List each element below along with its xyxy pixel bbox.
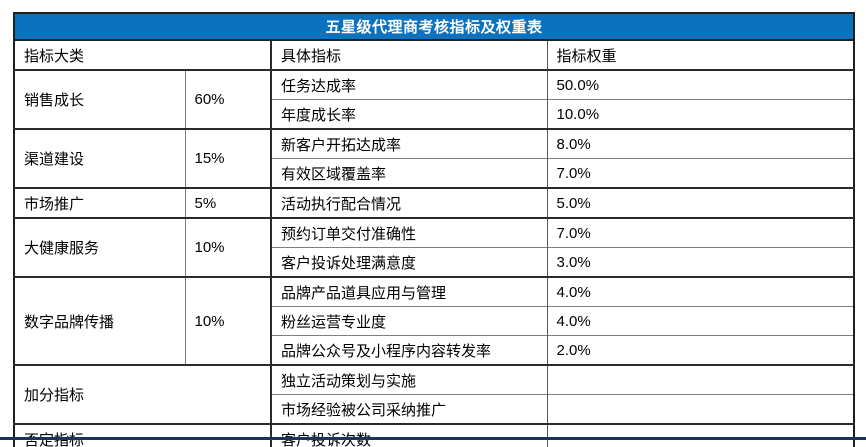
- table-row: 客户投诉处理满意度 3.0%: [14, 247, 855, 277]
- table-row: 粉丝运营专业度 4.0%: [14, 306, 855, 336]
- indicator-cell: 市场经验被公司采纳推广: [270, 394, 547, 424]
- weight-cell: 4.0%: [546, 276, 855, 307]
- table-title: 五星级代理商考核指标及权重表: [12, 12, 856, 41]
- indicator-cell: 预约订单交付准确性: [270, 217, 547, 248]
- header-row: 指标大类 具体指标 指标权重: [14, 39, 855, 70]
- category-percent-cell: 60%: [184, 69, 271, 129]
- category-cell: 渠道建设: [14, 128, 185, 188]
- indicator-cell: 客户投诉次数: [270, 423, 547, 447]
- table-row: 市场经验被公司采纳推广: [14, 394, 855, 424]
- weight-cell: 50.0%: [546, 69, 855, 100]
- weight-cell: [546, 423, 855, 447]
- weight-cell: 7.0%: [546, 217, 855, 248]
- indicator-cell: 活动执行配合情况: [270, 187, 547, 218]
- table-row: 有效区域覆盖率 7.0%: [14, 158, 855, 188]
- category-cell: 数字品牌传播: [14, 276, 185, 365]
- indicator-cell: 新客户开拓达成率: [270, 128, 547, 159]
- category-percent-cell: 10%: [184, 217, 271, 277]
- weight-cell: [546, 364, 855, 395]
- category-cell: 加分指标: [14, 364, 271, 424]
- table-row: 渠道建设 15% 新客户开拓达成率 8.0%: [14, 128, 855, 188]
- indicator-cell: 有效区域覆盖率: [270, 158, 547, 188]
- weight-cell: 3.0%: [546, 247, 855, 277]
- category-cell: 市场推广: [14, 187, 185, 218]
- weight-cell: 4.0%: [546, 306, 855, 336]
- bottom-divider-rule: [0, 437, 866, 440]
- column-header-indicator: 具体指标: [270, 39, 547, 70]
- indicator-cell: 品牌公众号及小程序内容转发率: [270, 335, 547, 365]
- indicator-cell: 品牌产品道具应用与管理: [270, 276, 547, 307]
- weight-cell: [546, 394, 855, 424]
- category-percent-cell: 15%: [184, 128, 271, 188]
- table-row: 销售成长 60% 任务达成率 50.0%: [14, 69, 855, 129]
- table-row: 加分指标 独立活动策划与实施: [14, 364, 855, 424]
- table-row: 市场推广 5% 活动执行配合情况 5.0%: [14, 187, 855, 218]
- weight-cell: 10.0%: [546, 99, 855, 129]
- column-header-category: 指标大类: [14, 39, 271, 70]
- weight-cell: 2.0%: [546, 335, 855, 365]
- category-percent-cell: 5%: [184, 187, 271, 218]
- assessment-weights-table: 五星级代理商考核指标及权重表 指标大类 具体指标 指标权重 销售成长 60% 任…: [12, 12, 856, 447]
- table-row: 大健康服务 10% 预约订单交付准确性 7.0%: [14, 217, 855, 277]
- category-cell: 大健康服务: [14, 217, 185, 277]
- category-cell: 销售成长: [14, 69, 185, 129]
- indicator-cell: 年度成长率: [270, 99, 547, 129]
- column-header-weight: 指标权重: [546, 39, 855, 70]
- table-row: 数字品牌传播 10% 品牌产品道具应用与管理 4.0%: [14, 276, 855, 365]
- weight-cell: 7.0%: [546, 158, 855, 188]
- indicator-cell: 独立活动策划与实施: [270, 364, 547, 395]
- indicator-cell: 粉丝运营专业度: [270, 306, 547, 336]
- table-row: 年度成长率 10.0%: [14, 99, 855, 129]
- category-percent-cell: 10%: [184, 276, 271, 365]
- weight-cell: 5.0%: [546, 187, 855, 218]
- table-row: 否定指标 客户投诉次数: [14, 423, 855, 447]
- indicator-cell: 客户投诉处理满意度: [270, 247, 547, 277]
- weight-cell: 8.0%: [546, 128, 855, 159]
- table-title-row: 五星级代理商考核指标及权重表: [12, 12, 856, 41]
- table-row: 品牌公众号及小程序内容转发率 2.0%: [14, 335, 855, 365]
- category-cell: 否定指标: [14, 423, 271, 447]
- indicator-cell: 任务达成率: [270, 69, 547, 100]
